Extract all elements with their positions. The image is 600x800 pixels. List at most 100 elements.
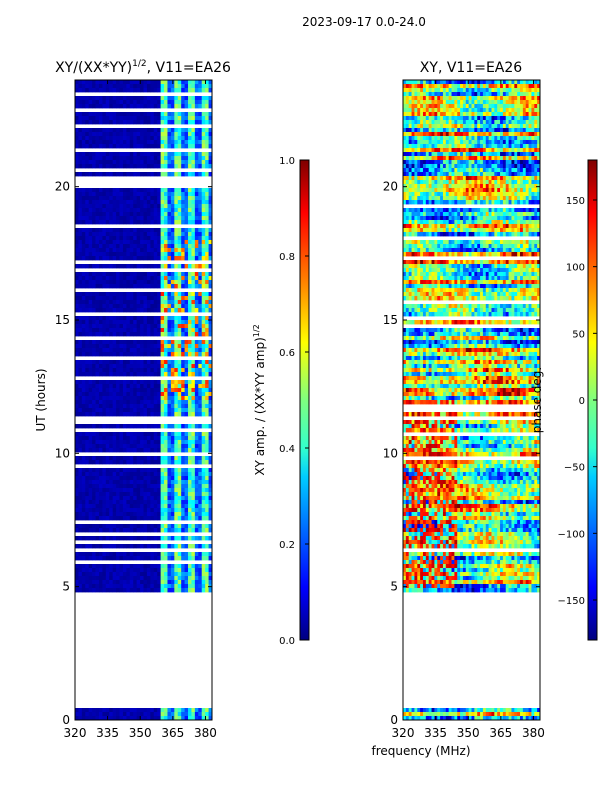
amplitude-heatmap-cell bbox=[205, 524, 209, 529]
phase-heatmap-cell bbox=[420, 84, 424, 89]
amplitude-heatmap-cell bbox=[150, 716, 155, 720]
amplitude-heatmap-cell bbox=[198, 480, 203, 485]
amplitude-heatmap-cell bbox=[150, 284, 155, 289]
phase-heatmap-cell bbox=[500, 92, 504, 97]
amplitude-heatmap-cell bbox=[143, 484, 148, 489]
phase-heatmap-cell bbox=[411, 92, 415, 97]
phase-heatmap-cell bbox=[491, 124, 495, 129]
amplitude-heatmap-cell bbox=[157, 504, 162, 509]
phase-heatmap-cell bbox=[522, 112, 527, 117]
phase-heatmap-cell bbox=[508, 84, 512, 89]
amplitude-heatmap-cell bbox=[133, 212, 138, 217]
amplitude-heatmap-cell bbox=[198, 580, 203, 585]
amplitude-heatmap-cell bbox=[126, 300, 131, 305]
amplitude-heatmap-cell bbox=[201, 152, 206, 157]
amplitude-heatmap-cell bbox=[75, 120, 79, 125]
phase-heatmap-cell bbox=[480, 104, 484, 109]
amplitude-heatmap-cell bbox=[122, 160, 127, 165]
amplitude-heatmap-cell bbox=[150, 200, 155, 205]
amplitude-heatmap-cell bbox=[133, 368, 138, 373]
phase-heatmap-cell bbox=[480, 136, 484, 141]
phase-heatmap-cell bbox=[500, 96, 504, 101]
amplitude-heatmap-cell bbox=[140, 332, 144, 337]
amplitude-heatmap-cell bbox=[92, 80, 96, 85]
amplitude-heatmap-cell bbox=[167, 580, 172, 585]
amplitude-heatmap-cell bbox=[140, 436, 144, 441]
amplitude-heatmap-cell bbox=[205, 384, 209, 389]
amplitude-heatmap-cell bbox=[129, 204, 134, 209]
amplitude-heatmap-cell bbox=[136, 332, 141, 337]
amplitude-heatmap-cell bbox=[140, 212, 144, 217]
amplitude-heatmap-cell bbox=[170, 444, 175, 449]
phase-heatmap-cell bbox=[477, 120, 481, 125]
amplitude-heatmap-cell bbox=[78, 508, 83, 513]
amplitude-heatmap-cell bbox=[160, 456, 165, 461]
amplitude-heatmap-cell bbox=[191, 460, 196, 465]
amplitude-heatmap-cell bbox=[153, 476, 158, 481]
amplitude-heatmap-cell bbox=[88, 380, 93, 385]
amplitude-heatmap-cell bbox=[208, 392, 212, 397]
amplitude-heatmap-cell bbox=[136, 512, 141, 517]
amplitude-heatmap-cell bbox=[129, 472, 134, 477]
amplitude-heatmap-cell bbox=[140, 408, 144, 413]
phase-heatmap-cell bbox=[434, 132, 438, 137]
phase-heatmap-cell bbox=[537, 104, 540, 109]
phase-heatmap-cell bbox=[494, 100, 498, 105]
amplitude-heatmap-cell bbox=[170, 248, 175, 253]
phase-heatmap-cell bbox=[525, 100, 529, 105]
amplitude-heatmap-cell bbox=[160, 472, 165, 477]
amplitude-heatmap-cell bbox=[133, 448, 138, 453]
amplitude-heatmap-cell bbox=[140, 576, 144, 581]
amplitude-heatmap-cell bbox=[140, 404, 144, 409]
amplitude-heatmap-cell bbox=[119, 484, 124, 489]
amplitude-heatmap-cell bbox=[167, 192, 172, 197]
amplitude-heatmap-cell bbox=[160, 304, 165, 309]
amplitude-heatmap-cell bbox=[174, 244, 179, 249]
amplitude-heatmap-cell bbox=[105, 324, 110, 329]
amplitude-heatmap-cell bbox=[184, 340, 189, 345]
amplitude-heatmap-cell bbox=[95, 364, 100, 369]
amplitude-heatmap-cell bbox=[140, 324, 144, 329]
amplitude-heatmap-cell bbox=[75, 252, 79, 257]
amplitude-heatmap-cell bbox=[153, 568, 158, 573]
amplitude-heatmap-cell bbox=[191, 412, 196, 417]
amplitude-heatmap-cell bbox=[78, 408, 83, 413]
amplitude-heatmap-cell bbox=[174, 284, 179, 289]
amplitude-heatmap-cell bbox=[85, 460, 90, 465]
amplitude-heatmap-cell bbox=[92, 292, 96, 297]
amplitude-heatmap-cell bbox=[98, 508, 103, 513]
amplitude-heatmap-cell bbox=[140, 516, 144, 521]
amplitude-heatmap-cell bbox=[126, 188, 131, 193]
amplitude-heatmap-cell bbox=[136, 584, 141, 589]
amplitude-heatmap-cell bbox=[198, 440, 203, 445]
amplitude-heatmap-cell bbox=[102, 432, 107, 437]
amplitude-heatmap-cell bbox=[126, 236, 131, 241]
amplitude-heatmap-cell bbox=[194, 160, 199, 165]
amplitude-heatmap-cell bbox=[92, 208, 96, 213]
amplitude-heatmap-cell bbox=[153, 436, 158, 441]
amplitude-heatmap-cell bbox=[119, 296, 124, 301]
amplitude-heatmap-cell bbox=[153, 300, 158, 305]
amplitude-heatmap-cell bbox=[150, 156, 155, 161]
phase-heatmap-cell bbox=[480, 132, 484, 137]
amplitude-heatmap-cell bbox=[201, 128, 206, 133]
amplitude-heatmap-cell bbox=[98, 320, 103, 325]
phase-heatmap bbox=[403, 80, 540, 720]
amplitude-heatmap-cell bbox=[181, 484, 185, 489]
phase-heatmap-cell bbox=[494, 80, 498, 85]
phase-heatmap-cell bbox=[500, 132, 504, 137]
amplitude-heatmap-cell bbox=[105, 368, 110, 373]
amplitude-heatmap-cell bbox=[181, 348, 185, 353]
amplitude-heatmap-cell bbox=[205, 144, 209, 149]
amplitude-heatmap-cell bbox=[177, 456, 182, 461]
amplitude-heatmap-cell bbox=[184, 280, 189, 285]
phase-heatmap-cell bbox=[511, 84, 515, 89]
amplitude-heatmap-cell bbox=[105, 100, 110, 105]
amplitude-heatmap-cell bbox=[153, 220, 158, 225]
amplitude-heatmap-cell bbox=[167, 400, 172, 405]
amplitude-heatmap-cell bbox=[78, 580, 83, 585]
amplitude-heatmap-cell bbox=[75, 568, 79, 573]
amplitude-heatmap-cell bbox=[81, 304, 86, 309]
amplitude-heatmap-cell bbox=[88, 236, 93, 241]
amplitude-heatmap-cell bbox=[95, 220, 100, 225]
